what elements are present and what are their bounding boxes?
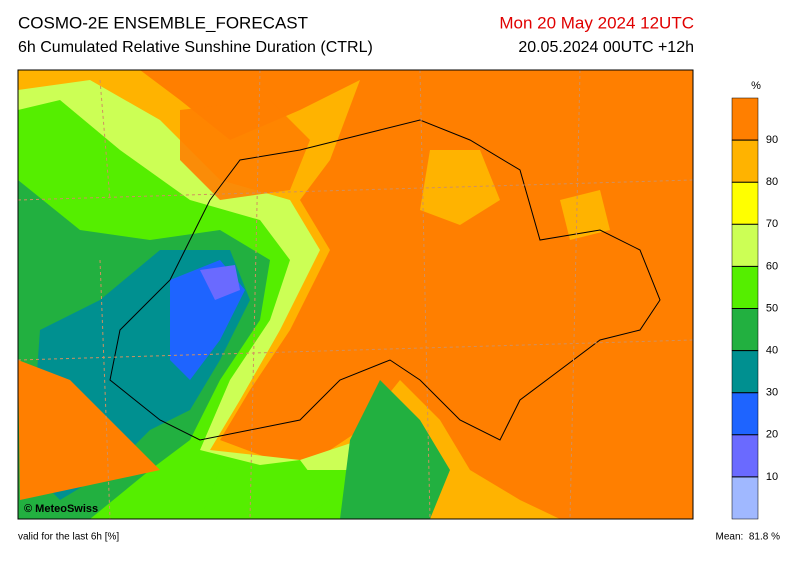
legend-label: 20 [766,429,778,441]
legend-swatch [731,434,759,478]
legend-label: 30 [766,387,778,399]
area [200,265,240,300]
area [560,190,610,240]
legend-label: 80 [766,176,778,188]
legend: 90 80 70 60 50 40 30 20 10 [731,97,778,520]
legend-label: 70 [766,218,778,230]
legend-swatch [731,308,759,351]
legend-label: 40 [766,345,778,357]
area [180,100,310,200]
legend-swatch [731,181,759,225]
valid-note: valid for the last 6h [%] [18,532,119,543]
graticule [18,70,693,519]
forecast-date: Mon 20 May 2024 12UTC [499,13,694,32]
area [420,150,500,225]
legend-swatch [731,392,759,436]
legend-swatch [731,350,759,393]
legend-swatch [731,476,759,520]
legend-swatch [731,266,759,309]
legend-label: 60 [766,260,778,272]
credit: © MeteoSwiss [24,503,98,515]
area [340,380,450,519]
title: COSMO-2E ENSEMBLE_FORECAST [18,13,308,32]
legend-label: 10 [766,471,778,483]
legend-swatch [731,224,759,267]
area [18,360,160,500]
run-time: 20.05.2024 00UTC +12h [518,39,694,56]
legend-unit: % [751,80,761,92]
legend-label: 90 [766,134,778,146]
mean: Mean: 81.8 % [716,532,781,543]
map: © MeteoSwiss [17,69,694,520]
border [109,119,661,441]
legend-swatch [731,97,759,141]
map-frame [17,69,694,520]
subtitle: 6h Cumulated Relative Sunshine Duration … [18,39,373,56]
area [200,460,330,519]
legend-swatch [731,139,759,183]
legend-label: 50 [766,302,778,314]
